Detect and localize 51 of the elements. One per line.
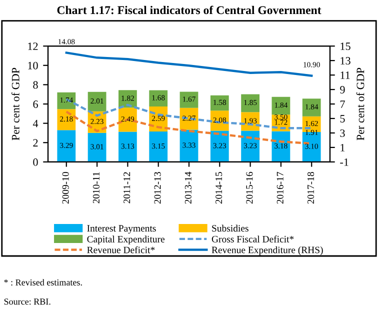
y-tick-label: 0 [33,158,38,166]
y2-tick-label: 13 [340,57,350,65]
bar [149,132,168,162]
y2-axis-title: Per cent of GDP [356,68,364,140]
bar [241,130,260,162]
legend-label: Subsidies [212,224,248,232]
y-tick-label: 10 [28,62,38,70]
legend-label: Revenue Expenditure (RHS) [212,246,323,256]
bar [302,98,321,116]
y2-tick-label: 1 [340,144,345,152]
bar [88,92,106,112]
x-tick-label: 2010-11 [92,172,100,204]
text: * : Revised estimates. [4,279,82,286]
x-tick-label: 2015-16 [246,172,253,204]
y2-tick-label: 7 [340,100,345,108]
bar [57,109,76,130]
y2-tick-label: -1 [340,158,348,166]
x-tick-label: 2009-10 [62,172,69,204]
bar [88,132,106,162]
y-axis-title: Per cent of GDP [11,68,20,140]
y2-tick-label: 5 [340,115,345,122]
y2-tick-label: 9 [340,86,345,94]
chart-title: Chart 1.17: Fiscal indicators of Central Government [57,6,322,14]
bar [210,95,229,111]
bar [118,132,137,162]
y-tick-label: 2 [33,139,38,146]
bar [302,132,321,162]
y2-tick-label: 15 [340,42,350,50]
x-tick-label: 2014-15 [216,172,222,204]
legend-label: Capital Expenditure [87,236,164,244]
source-note: Source: RBI. [4,298,50,305]
y-tick-label: 12 [28,42,38,50]
x-tick-label: 2011-12 [124,172,130,204]
bar [57,130,76,162]
x-tick-label: 2013-14 [184,172,192,204]
y2-tick-label: 11 [340,72,350,79]
y-tick-label: 4 [32,120,38,128]
bar [241,94,260,112]
x-tick-label: 2012-13 [154,172,161,204]
y-tick-label: 8 [33,81,38,89]
legend-label: Revenue Deficit* [87,246,155,254]
x-tick-label: 2016-17 [276,172,284,204]
x-tick-label: 2017-18 [307,172,314,204]
bar [180,92,198,108]
y2-tick-label: 3 [340,129,345,137]
legend-label: Gross Fiscal Deficit* [212,235,294,242]
bar [149,90,168,107]
bar [272,96,290,115]
bar [210,130,229,162]
y-tick-label: 6 [33,100,38,108]
legend-label: Interest Payments [87,225,156,234]
